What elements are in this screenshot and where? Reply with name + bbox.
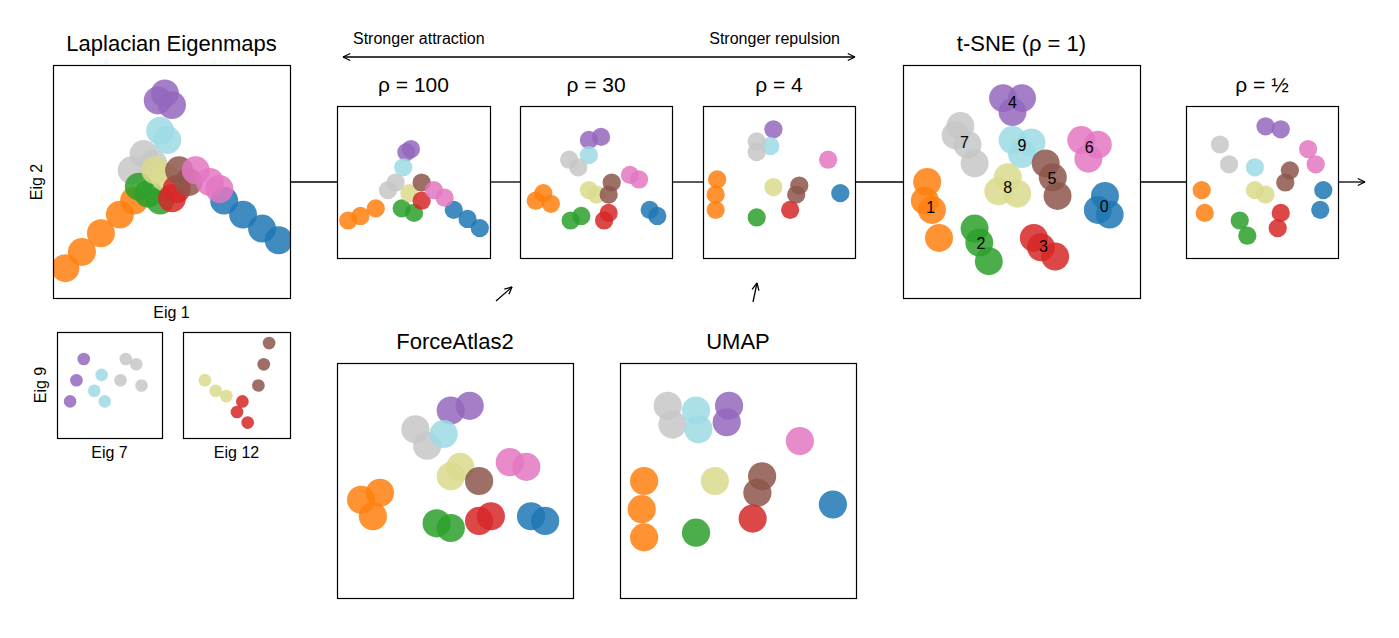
svg-text:1: 1 <box>926 199 935 216</box>
svg-text:6: 6 <box>1085 139 1094 156</box>
html-text:Eig 2: Eig 2 <box>28 163 45 200</box>
html-text:Eig 7: Eig 7 <box>91 444 128 461</box>
html-text:UMAP: UMAP <box>706 329 770 354</box>
html-text:ρ = 4: ρ = 4 <box>755 73 803 96</box>
html-text:Eig 12: Eig 12 <box>213 444 260 461</box>
html-text:ρ = 100: ρ = 100 <box>378 73 449 96</box>
svg-text:7: 7 <box>960 134 969 151</box>
html-text:Eig 1: Eig 1 <box>153 304 190 321</box>
html-text:Stronger attraction: Stronger attraction <box>353 30 485 47</box>
svg-text:8: 8 <box>1003 179 1012 196</box>
svg-text:3: 3 <box>1039 238 1048 255</box>
svg-text:0: 0 <box>1100 198 1109 215</box>
svg-text:4: 4 <box>1008 94 1017 111</box>
html-text:ρ = 30: ρ = 30 <box>566 73 626 96</box>
html-text:t-SNE (ρ = 1): t-SNE (ρ = 1) <box>956 31 1087 56</box>
html-text:Stronger repulsion: Stronger repulsion <box>709 30 840 47</box>
html-text:Laplacian Eigenmaps: Laplacian Eigenmaps <box>66 31 277 56</box>
svg-text:2: 2 <box>976 235 985 252</box>
svg-text:9: 9 <box>1018 137 1027 154</box>
html-text:ρ = ½: ρ = ½ <box>1235 73 1289 96</box>
html-text:ForceAtlas2: ForceAtlas2 <box>396 329 514 354</box>
svg-text:5: 5 <box>1048 170 1057 187</box>
html-text:Eig 9: Eig 9 <box>32 366 49 404</box>
